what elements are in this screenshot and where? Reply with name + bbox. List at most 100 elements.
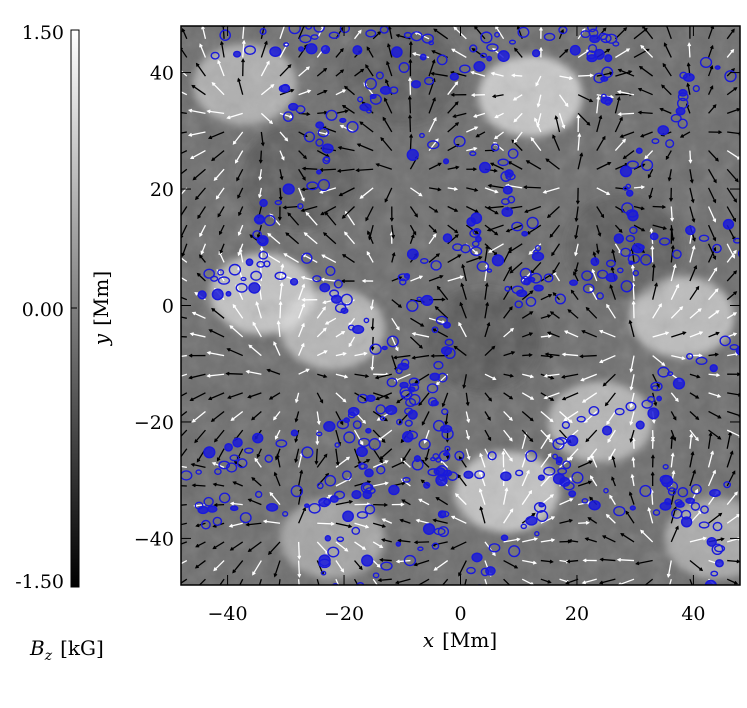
field-contour: [605, 259, 616, 268]
field-arrow: [227, 392, 243, 400]
field-contour: [329, 495, 339, 503]
field-arrow: [230, 410, 244, 421]
field-arrow: [373, 481, 389, 487]
y-tick-label: 20: [150, 179, 174, 201]
field-contour: [569, 44, 581, 56]
field-contour: [362, 489, 373, 500]
field-contour: [659, 237, 671, 246]
field-contour: [662, 463, 669, 470]
x-tick-label: 40: [681, 603, 705, 625]
field-arrow: [268, 392, 281, 400]
field-arrow: [317, 373, 328, 379]
field-arrow: [380, 137, 393, 152]
field-contour: [723, 481, 731, 489]
field-arrow: [459, 301, 467, 319]
field-contour: [359, 103, 372, 112]
field-arrow: [336, 168, 355, 173]
field-arrow: [447, 165, 460, 170]
field-contour: [384, 404, 398, 416]
field-arrow: [303, 232, 318, 245]
field-arrow: [409, 233, 415, 244]
field-arrow: [544, 352, 560, 357]
field-arrow: [484, 321, 491, 338]
field-arrow: [335, 522, 353, 529]
field-arrow: [559, 410, 573, 424]
field-arrow: [574, 243, 579, 257]
field-contour: [210, 275, 219, 282]
field-arrow: [298, 283, 306, 300]
field-arrow: [372, 522, 387, 528]
field-contour: [685, 225, 696, 236]
x-axis-variable: x: [423, 628, 434, 652]
field-arrow: [340, 279, 355, 284]
field-arrow: [670, 263, 677, 282]
field-contour: [497, 50, 510, 62]
field-arrow: [258, 150, 263, 164]
field-arrow: [670, 283, 680, 300]
field-arrow: [297, 469, 304, 487]
field-arrow: [372, 392, 390, 399]
field-arrow: [484, 301, 490, 319]
field-arrow: [447, 205, 459, 212]
field-arrow: [354, 373, 370, 378]
field-arrow: [319, 187, 337, 194]
field-contour: [732, 237, 740, 244]
field-arrow: [229, 325, 244, 338]
field-contour: [672, 377, 686, 390]
field-contour: [502, 185, 513, 195]
field-contour: [480, 31, 493, 44]
field-contour: [711, 543, 724, 556]
field-arrow: [279, 169, 284, 181]
field-arrow: [354, 541, 367, 550]
field-contour: [712, 521, 723, 532]
field-contour: [677, 487, 689, 498]
field-arrow: [507, 243, 523, 254]
field-contour: [562, 460, 572, 470]
field-contour: [363, 317, 370, 324]
field-arrow: [423, 429, 430, 444]
field-arrow: [513, 112, 523, 123]
field-arrow: [341, 104, 355, 114]
field-contour: [258, 250, 269, 260]
field-contour: [282, 511, 289, 517]
field-arrow: [629, 355, 635, 373]
field-contour: [476, 584, 483, 585]
field-arrow: [486, 224, 504, 232]
field-arrow: [372, 578, 380, 585]
field-contour: [674, 499, 683, 506]
field-contour: [395, 367, 403, 375]
field-contour: [408, 393, 421, 406]
field-contour: [471, 552, 483, 563]
field-arrow: [726, 491, 738, 506]
field-arrow: [316, 350, 328, 357]
field-arrow: [413, 559, 430, 567]
field-contour: [404, 407, 414, 415]
field-contour: [406, 299, 419, 312]
field-arrow: [670, 411, 677, 421]
field-contour: [364, 468, 374, 478]
field-contours: [181, 26, 740, 585]
field-contour: [406, 148, 419, 162]
field-arrow: [297, 541, 302, 560]
field-arrow: [258, 169, 263, 181]
field-contour: [379, 85, 392, 95]
field-arrow: [391, 336, 399, 352]
field-contour: [319, 282, 331, 293]
field-contour: [232, 50, 242, 58]
field-arrow: [689, 392, 700, 399]
field-arrow: [300, 205, 318, 213]
field-arrow: [181, 131, 187, 134]
field-arrow: [181, 354, 187, 358]
field-arrow: [181, 485, 187, 487]
field-arrow: [381, 538, 392, 543]
field-arrow: [181, 150, 188, 155]
field-arrow: [187, 131, 206, 137]
field-arrow: [236, 168, 244, 182]
field-arrow: [726, 291, 738, 301]
field-contour: [334, 442, 340, 448]
field-contour: [240, 276, 247, 282]
colorbar-tick-label-zero: 0.00: [22, 299, 64, 321]
field-arrow: [447, 234, 459, 245]
field-arrow: [521, 489, 533, 506]
field-contour: [641, 159, 654, 172]
